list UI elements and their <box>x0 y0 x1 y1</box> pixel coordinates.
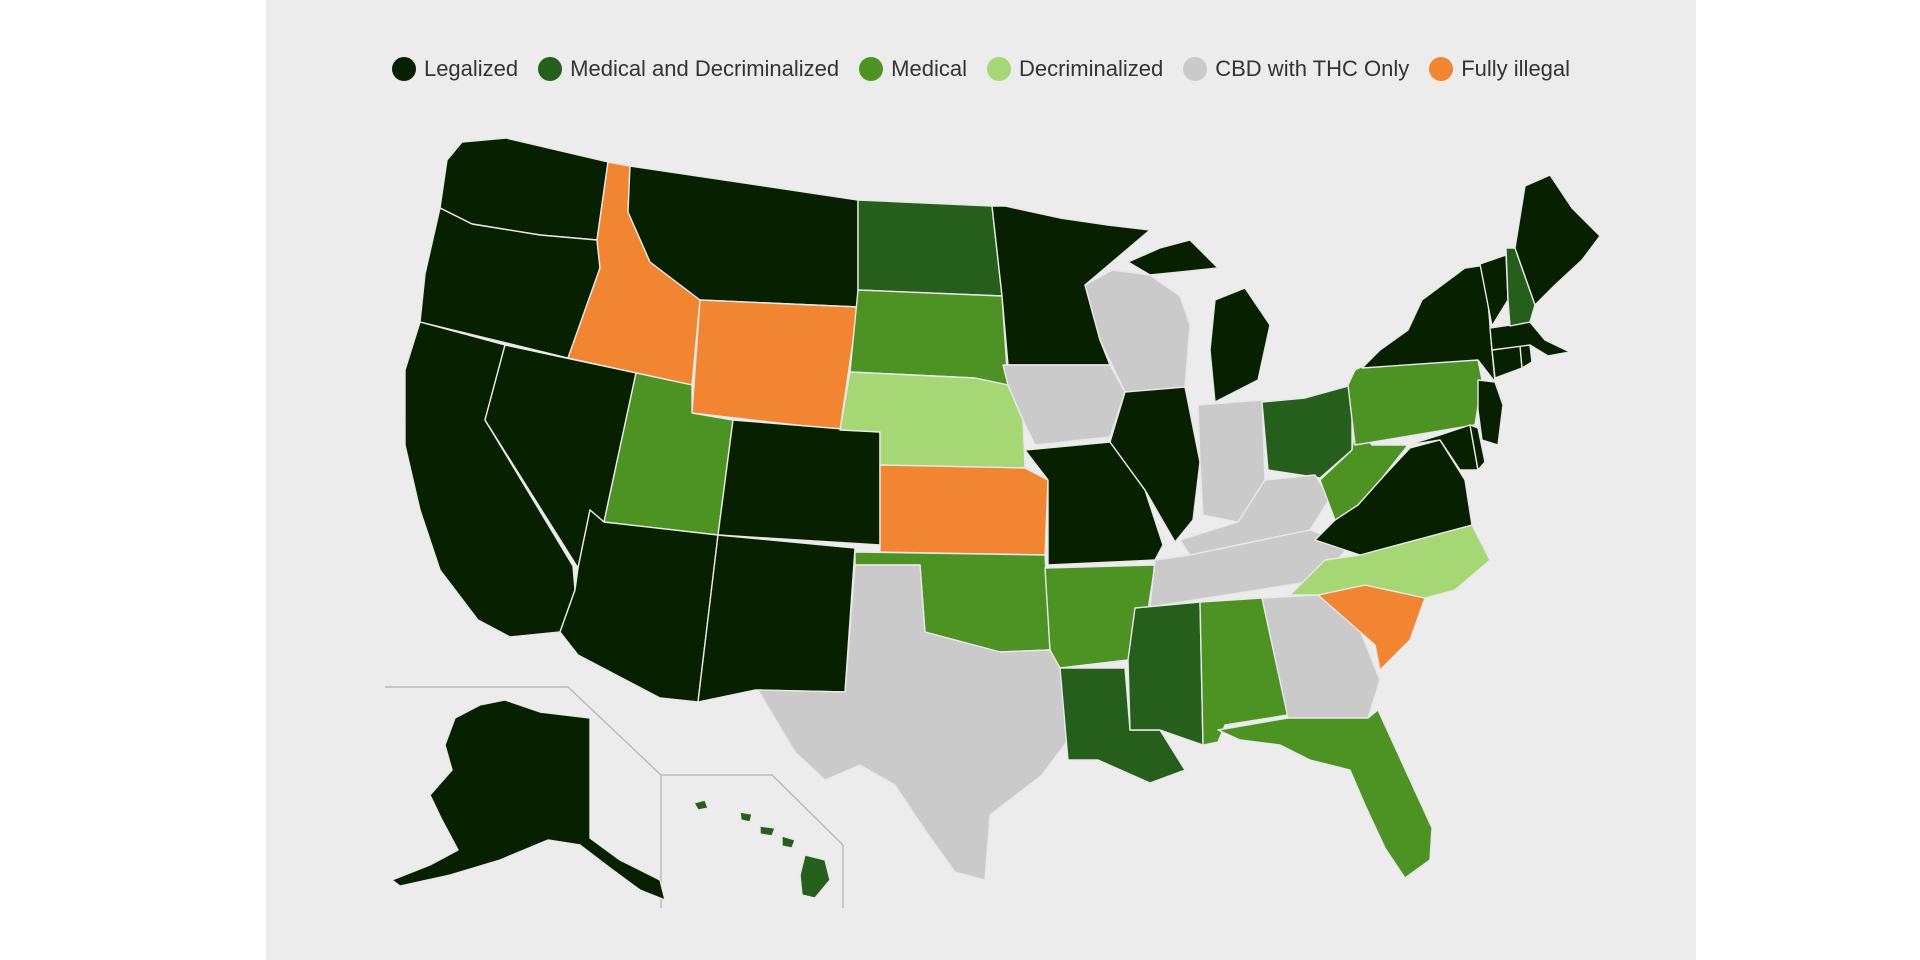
state-texas[interactable] <box>757 564 1069 881</box>
state-hawaii[interactable] <box>693 799 831 899</box>
legend: Legalized Medical and Decriminalized Medic… <box>266 56 1696 82</box>
legend-item-medical[interactable]: Medical <box>859 56 967 82</box>
state-michigan[interactable] <box>1127 239 1271 403</box>
state-maine[interactable] <box>1514 174 1601 306</box>
state-massachusetts[interactable] <box>1489 321 1571 357</box>
legend-item-decrim[interactable]: Decriminalized <box>986 56 1164 82</box>
hawaii-inset-frame <box>661 774 844 908</box>
state-illinois[interactable] <box>1109 386 1201 543</box>
state-louisiana[interactable] <box>1059 667 1186 784</box>
state-new-york[interactable] <box>1361 264 1496 383</box>
legend-label: Legalized <box>423 56 519 81</box>
legend-item-legalized[interactable]: Legalized <box>391 56 519 82</box>
state-wisconsin[interactable] <box>1084 269 1191 393</box>
state-rhode-island[interactable] <box>1519 344 1533 369</box>
state-north-carolina[interactable] <box>1289 524 1491 599</box>
state-delaware[interactable] <box>1469 424 1486 471</box>
legend-item-medical_decrim[interactable]: Medical and Decriminalized <box>538 56 839 82</box>
legend-label: Medical and Decriminalized <box>570 56 840 81</box>
state-iowa[interactable] <box>1002 364 1126 446</box>
legend-label: Medical <box>891 56 967 81</box>
legend-label: Fully illegal <box>1461 56 1571 81</box>
state-wyoming[interactable] <box>691 299 859 431</box>
legend-dot-icon <box>391 57 416 81</box>
legend-dot-icon <box>859 57 884 81</box>
state-new-jersey[interactable] <box>1477 379 1504 446</box>
legend-dot-icon <box>1429 57 1454 81</box>
state-north-dakota[interactable] <box>857 199 1003 297</box>
state-mississippi[interactable] <box>1127 601 1204 746</box>
state-kansas[interactable] <box>879 464 1049 556</box>
state-arizona[interactable] <box>559 509 719 703</box>
state-alaska[interactable] <box>391 699 666 901</box>
legend-dot-icon <box>986 57 1011 81</box>
state-south-dakota[interactable] <box>849 289 1009 386</box>
legend-label: Decriminalized <box>1018 56 1164 81</box>
legend-label: CBD with THC Only <box>1215 56 1410 81</box>
state-pennsylvania[interactable] <box>1347 359 1483 446</box>
state-new-mexico[interactable] <box>697 534 856 703</box>
alaska-inset-frame <box>385 686 662 908</box>
legend-item-illegal[interactable]: Fully illegal <box>1429 56 1570 82</box>
legend-dot-icon <box>538 57 563 81</box>
legend-dot-icon <box>1183 57 1208 81</box>
state-colorado[interactable] <box>717 419 881 546</box>
state-florida[interactable] <box>1217 709 1433 879</box>
legend-item-cbd[interactable]: CBD with THC Only <box>1183 56 1409 82</box>
